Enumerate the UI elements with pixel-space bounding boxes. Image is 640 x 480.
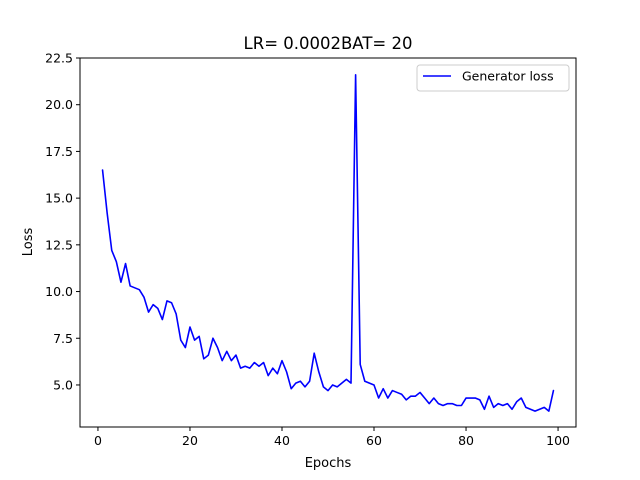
plot-frame — [79, 57, 577, 428]
y-tick-label: 22.5 — [45, 51, 73, 66]
legend-label-generator-loss: Generator loss — [462, 69, 554, 84]
x-tick-label: 0 — [94, 433, 102, 448]
series-layer — [101, 74, 555, 412]
x-tick-label: 100 — [546, 433, 570, 448]
y-tick-label: 15.0 — [45, 191, 73, 206]
y-tick-label: 7.5 — [53, 331, 73, 346]
legend-box — [416, 64, 570, 92]
x-axis-label: Epochs — [305, 456, 352, 471]
x-tick-label: 20 — [182, 433, 198, 448]
y-tick-label: 12.5 — [45, 237, 73, 252]
y-axis-label: Loss — [21, 228, 36, 257]
legend: Generator loss — [416, 64, 570, 92]
x-tick-label: 60 — [366, 433, 382, 448]
y-tick-label: 20.0 — [45, 97, 73, 112]
y-tick-label: 17.5 — [45, 144, 73, 159]
x-axis-ticks: 0 20 40 60 80 100 — [94, 427, 570, 448]
x-tick-label: 80 — [458, 433, 474, 448]
y-axis-ticks: 5.0 7.5 10.0 12.5 15.0 17.5 20.0 22.5 — [45, 51, 80, 392]
chart-title: LR= 0.0002BAT= 20 — [244, 34, 413, 53]
y-tick-label: 10.0 — [45, 284, 73, 299]
series-line-generator-loss — [101, 74, 555, 412]
y-tick-label: 5.0 — [53, 377, 73, 392]
x-tick-label: 40 — [274, 433, 290, 448]
